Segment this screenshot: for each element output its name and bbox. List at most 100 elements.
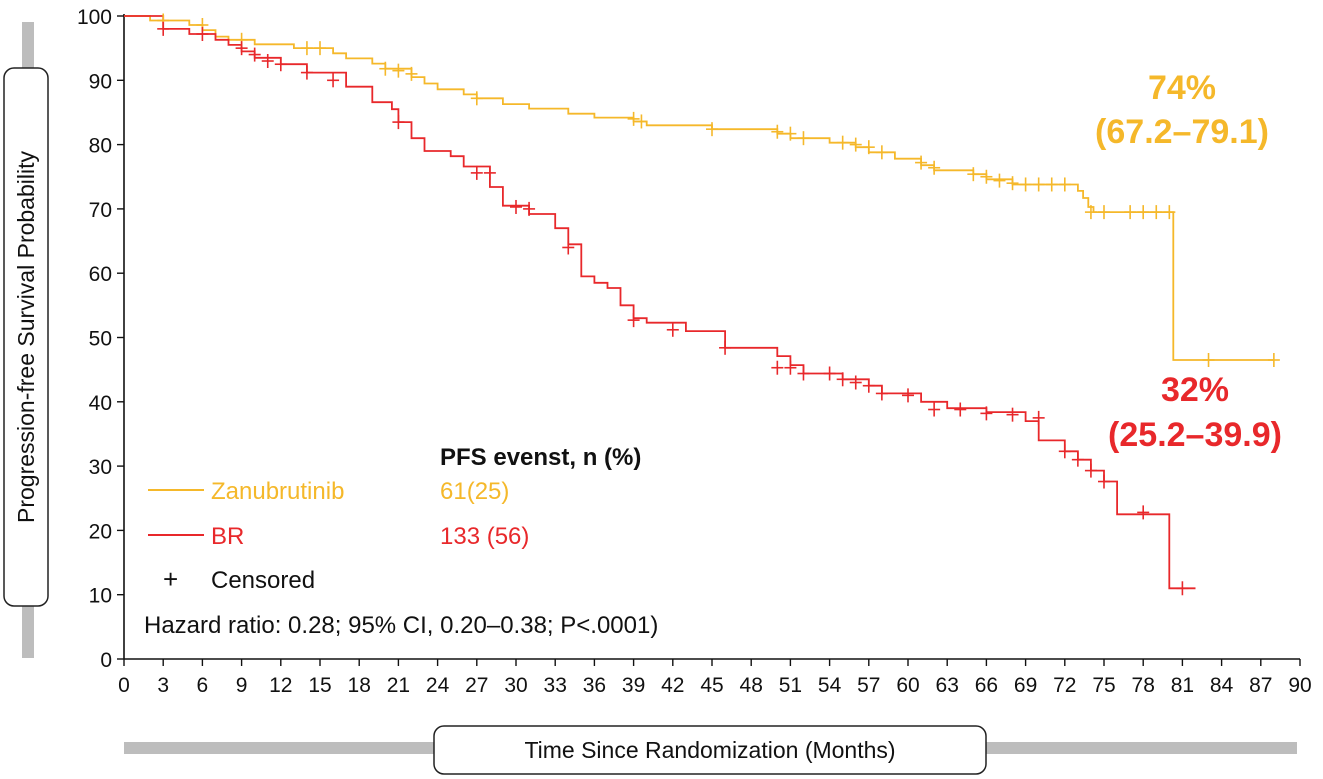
censor-mark-zanubrutinib (836, 135, 849, 150)
censor-mark-br (849, 375, 862, 390)
censor-mark-br (523, 201, 536, 216)
censor-mark-br (392, 115, 405, 130)
x-tick-label: 9 (236, 674, 248, 697)
y-axis-label: Progression-free Survival Probability (13, 151, 39, 523)
censor-mark-br (1098, 474, 1110, 489)
x-tick-label: 81 (1171, 674, 1194, 697)
x-tick-label: 21 (387, 674, 410, 697)
censor-mark-br (261, 54, 274, 69)
censor-mark-br (666, 322, 679, 337)
x-tick-label: 39 (622, 674, 645, 697)
legend-value-zanubrutinib: 61(25) (440, 478, 509, 505)
x-axis-label: Time Since Randomization (Months) (524, 737, 895, 763)
x-tick-label: 0 (118, 674, 130, 697)
censor-mark-br (562, 240, 575, 255)
censor-mark-zanubrutinib (915, 155, 928, 170)
x-tick-label: 42 (661, 674, 684, 697)
censor-mark-br (1176, 581, 1189, 596)
censor-mark-zanubrutinib (849, 137, 862, 152)
x-tick-label: 24 (426, 674, 450, 697)
censor-mark-br (797, 366, 810, 381)
x-tick-label: 69 (1014, 674, 1037, 697)
axes: 0 3 6 9 12 15 18 21 24 27 30 33 36 39 42 45 48 51 54 57 60 63… (77, 6, 1312, 697)
censor-mark-zanubrutinib (392, 63, 405, 78)
censor-mark-zanubrutinib (980, 169, 993, 184)
legend-label-br: BR (211, 523, 244, 550)
censor-mark-zanubrutinib (1045, 177, 1058, 192)
censor-mark-zanubrutinib (1267, 353, 1280, 368)
censor-mark-br (1006, 407, 1019, 422)
censor-mark-br (902, 388, 914, 403)
censor-mark-br (196, 27, 209, 42)
x-tick-label: 75 (1092, 674, 1115, 697)
censor-mark-br (954, 402, 967, 417)
y-tick-label: 20 (89, 520, 112, 543)
censor-mark-br (928, 402, 941, 417)
x-tick-label: 36 (583, 674, 606, 697)
censor-mark-br (300, 65, 313, 80)
x-tick-label: 33 (544, 674, 567, 697)
y-tick-label: 100 (77, 6, 112, 29)
x-tick-label: 54 (818, 674, 842, 697)
censor-mark-zanubrutinib (706, 122, 718, 137)
x-tick-label: 48 (740, 674, 763, 697)
censor-mark-br (1071, 452, 1084, 467)
censor-mark-br (510, 199, 522, 214)
censor-mark-br (1032, 410, 1045, 425)
legend: PFS evenst, n (%) Zanubrutinib 61(25) BR… (144, 444, 658, 639)
series-line-zanubrutinib (124, 15, 1274, 361)
censor-mark-zanubrutinib (1058, 177, 1071, 192)
y-tick-label: 90 (89, 70, 112, 93)
censor-mark-zanubrutinib (1202, 353, 1215, 368)
y-tick-label: 80 (89, 135, 112, 158)
censor-mark-br (836, 372, 849, 387)
censor-mark-br (862, 378, 875, 393)
censor-mark-br (248, 47, 261, 62)
legend-censored-symbol: + (163, 564, 178, 594)
legend-header: PFS evenst, n (%) (440, 444, 641, 471)
censor-mark-zanubrutinib (1032, 177, 1045, 192)
censor-mark-br (1084, 463, 1097, 478)
x-tick-label: 57 (857, 674, 880, 697)
censor-mark-br (823, 366, 836, 381)
censor-mark-zanubrutinib (1150, 205, 1163, 220)
censor-mark-zanubrutinib (993, 173, 1006, 188)
x-tick-label: 63 (936, 674, 959, 697)
annotation-br-percent: 32% (1161, 371, 1229, 409)
x-tick-label: 90 (1288, 674, 1311, 697)
censor-mark-zanubrutinib (635, 114, 648, 129)
y-axis-title: Progression-free Survival Probability (3, 67, 49, 607)
x-tick-label: 60 (896, 674, 919, 697)
x-tick-label: 3 (157, 674, 169, 697)
censor-mark-zanubrutinib (627, 111, 640, 126)
censor-mark-zanubrutinib (405, 66, 418, 81)
censor-mark-br (719, 340, 732, 355)
censor-mark-zanubrutinib (875, 145, 888, 160)
x-tick-label: 51 (779, 674, 802, 697)
x-axis-title: Time Since Randomization (Months) (433, 725, 987, 775)
x-tick-label: 18 (348, 674, 371, 697)
censor-layer (157, 13, 1280, 596)
y-tick-label: 0 (100, 649, 112, 672)
x-tick-label: 66 (975, 674, 998, 697)
censor-mark-br (470, 165, 483, 180)
censor-mark-zanubrutinib (797, 131, 810, 146)
y-tick-label: 10 (89, 585, 112, 608)
censor-mark-br (784, 360, 797, 375)
censor-mark-zanubrutinib (1006, 176, 1019, 191)
legend-censored-label: Censored (211, 567, 315, 594)
censor-mark-zanubrutinib (314, 41, 326, 56)
censor-mark-zanubrutinib (300, 41, 313, 56)
censor-mark-br (980, 406, 993, 421)
censor-mark-zanubrutinib (1137, 205, 1150, 220)
censor-mark-zanubrutinib (784, 126, 797, 141)
x-tick-label: 72 (1053, 674, 1076, 697)
x-tick-label: 84 (1210, 674, 1234, 697)
censor-mark-zanubrutinib (1098, 205, 1110, 220)
x-tick-label: 15 (308, 674, 331, 697)
censor-mark-zanubrutinib (1163, 205, 1176, 220)
annotation-br-ci: (25.2–39.9) (1108, 416, 1282, 454)
censor-mark-zanubrutinib (1019, 177, 1032, 192)
censor-mark-zanubrutinib (470, 91, 483, 106)
x-tick-label: 87 (1249, 674, 1272, 697)
